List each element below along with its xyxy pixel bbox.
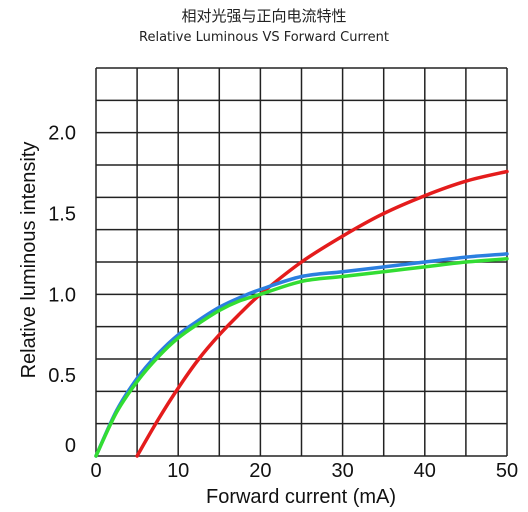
- y-tick-label: 2.0: [48, 123, 76, 145]
- x-tick-label: 50: [496, 460, 518, 482]
- x-tick-label: 20: [249, 460, 271, 482]
- grid: [95, 67, 508, 457]
- x-tick-label: 40: [414, 460, 436, 482]
- y-tick-label: 0.5: [48, 365, 76, 387]
- series-line-3: [94, 257, 509, 458]
- x-tick-label: 10: [167, 460, 189, 482]
- y-tick-label: 0: [65, 435, 76, 457]
- series-line-1: [135, 169, 509, 458]
- x-tick-label: 30: [331, 460, 353, 482]
- tick-labels: 0 10 20 30 40 50 0 0.5 1.0 1.5 2.0: [48, 123, 518, 482]
- series-group: [94, 169, 509, 458]
- chart-title: 相对光强与正向电流特性: [181, 7, 347, 25]
- y-tick-label: 1.0: [48, 284, 76, 306]
- x-tick-label: 0: [90, 460, 101, 482]
- x-axis-label: Forward current (mA): [206, 486, 396, 508]
- y-tick-label: 1.5: [48, 204, 76, 226]
- y-axis-label: Relative luminous intensity: [18, 142, 40, 379]
- series-line-2: [94, 252, 509, 458]
- chart-subtitle: Relative Luminous VS Forward Current: [139, 30, 389, 45]
